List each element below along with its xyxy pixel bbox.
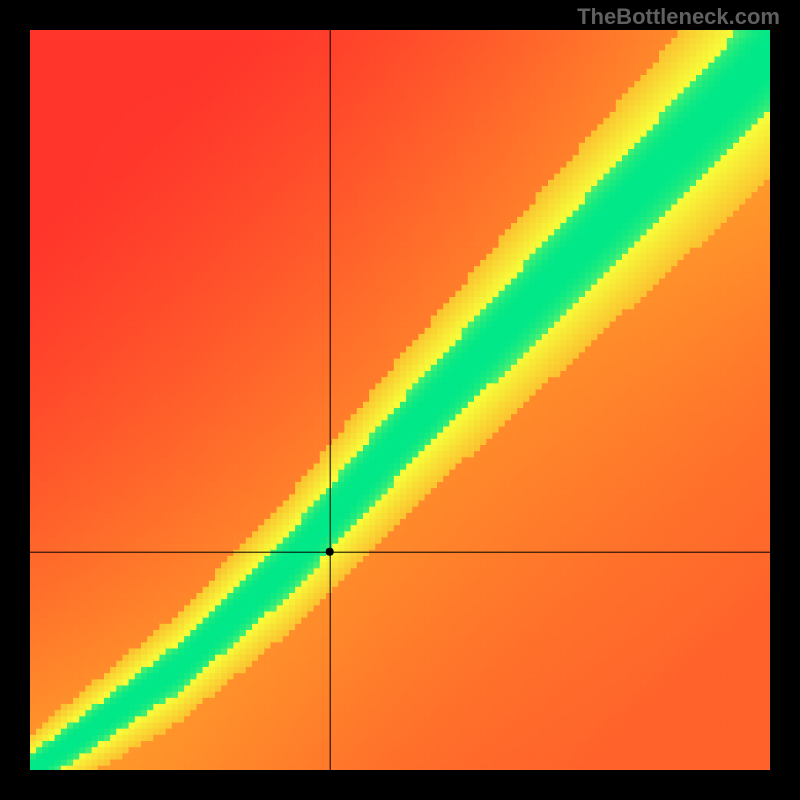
plot-frame xyxy=(30,30,770,770)
watermark-label: TheBottleneck.com xyxy=(577,4,780,30)
chart-container: TheBottleneck.com xyxy=(0,0,800,800)
heatmap-canvas xyxy=(30,30,770,770)
